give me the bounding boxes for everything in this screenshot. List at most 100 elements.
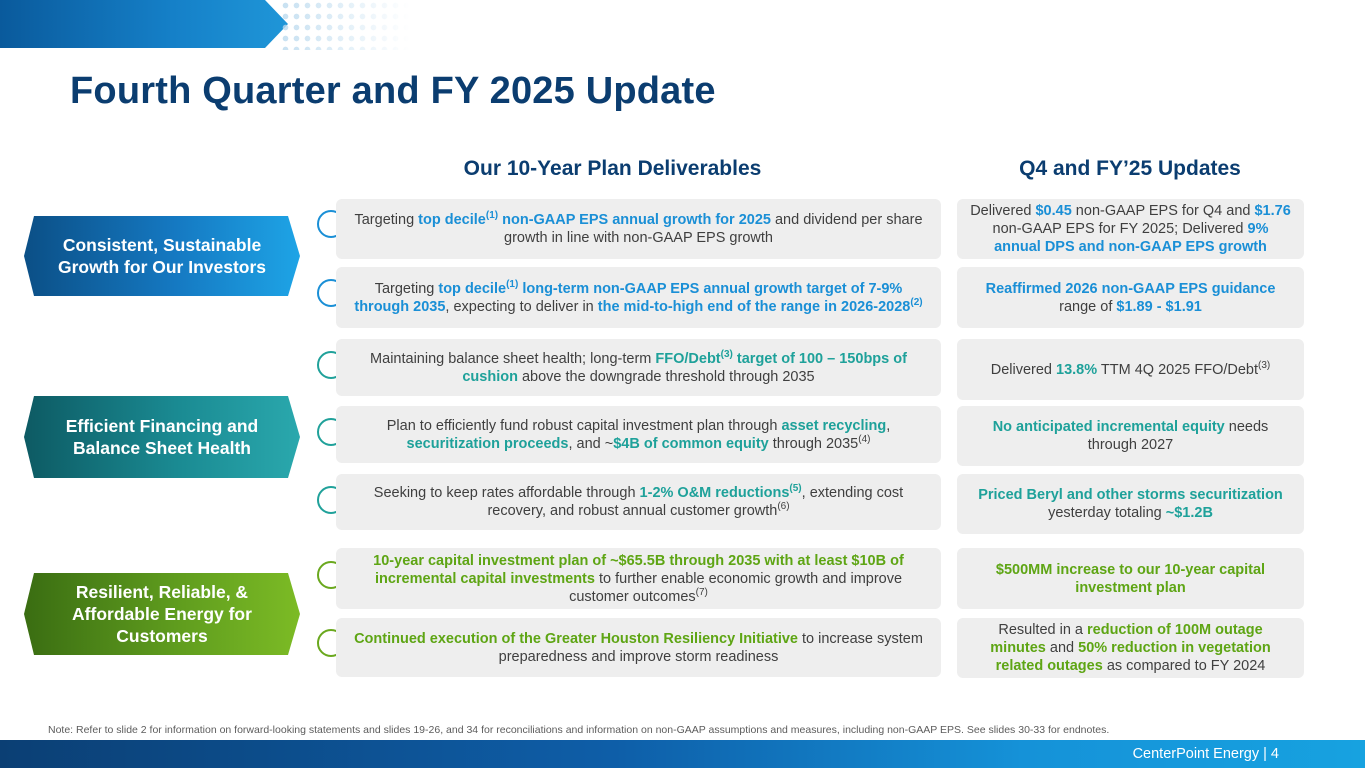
deliverable-text-1: Targeting top decile(1) non-GAAP EPS ann…	[348, 211, 929, 247]
deliverable-text-7: Continued execution of the Greater Houst…	[348, 630, 929, 666]
text-segment: yesterday totaling	[1048, 505, 1166, 521]
pillar-growth: Consistent, Sustainable Growth for Our I…	[24, 216, 300, 296]
text-segment: reduction of 100M outage minutes	[990, 622, 1263, 656]
update-text-7: Resulted in a reduction of 100M outage m…	[969, 621, 1292, 675]
text-segment: Seeking to keep rates affordable through	[373, 485, 640, 501]
text-segment: 1-2% O&M reductions	[639, 485, 790, 501]
slide-title: Fourth Quarter and FY 2025 Update	[70, 70, 716, 112]
update-card-5: Priced Beryl and other storms securitiza…	[957, 474, 1304, 534]
text-segment: top decile	[418, 212, 486, 228]
deliverable-card-4: Plan to efficiently fund robust capital …	[336, 406, 941, 463]
update-card-6: $500MM increase to our 10-year capital i…	[957, 548, 1304, 609]
text-segment: $0.45	[1035, 203, 1072, 219]
text-segment: 9% annual DPS and non-GAAP EPS growth	[994, 221, 1269, 255]
text-segment: to further enable economic growth and im…	[569, 570, 903, 605]
update-text-1: Delivered $0.45 non-GAAP EPS for Q4 and …	[969, 202, 1292, 256]
deliverable-card-7: Continued execution of the Greater Houst…	[336, 618, 941, 677]
deliverable-text-4: Plan to efficiently fund robust capital …	[348, 417, 929, 453]
deliverable-text-3: Maintaining balance sheet health; long-t…	[348, 348, 929, 386]
deliverable-card-5: Seeking to keep rates affordable through…	[336, 474, 941, 530]
deliverable-text-2: Targeting top decile(1) long-term non-GA…	[348, 278, 929, 316]
text-segment: $1.89 - $1.91	[1116, 298, 1202, 315]
header-dot-pattern	[280, 0, 410, 50]
deliverable-card-2: Targeting top decile(1) long-term non-GA…	[336, 267, 941, 328]
pillar-energy-label: Resilient, Reliable, & Affordable Energy…	[72, 582, 252, 646]
update-text-3: Delivered 13.8% TTM 4Q 2025 FFO/Debt(3)	[990, 359, 1271, 379]
text-segment: securitization proceeds	[406, 435, 569, 452]
text-segment: range of	[1059, 298, 1117, 315]
update-card-4: No anticipated incremental equity needs …	[957, 406, 1304, 466]
text-segment: $1.76	[1254, 203, 1291, 219]
pillar-growth-label: Consistent, Sustainable Growth for Our I…	[57, 235, 267, 277]
deliverable-text-5: Seeking to keep rates affordable through…	[348, 484, 929, 520]
pillar-energy: Resilient, Reliable, & Affordable Energy…	[24, 573, 300, 655]
text-segment: non-GAAP EPS for Q4 and	[1071, 203, 1255, 219]
text-segment: above the downgrade threshold through 20…	[517, 368, 815, 385]
text-segment: 13.8%	[1056, 361, 1098, 378]
deliverable-card-6: 10-year capital investment plan of ~$65.…	[336, 548, 941, 609]
text-segment: to increase system preparedness and impr…	[498, 630, 923, 665]
deliverable-text-6: 10-year capital investment plan of ~$65.…	[348, 552, 929, 606]
footer-bar	[0, 740, 1365, 768]
text-segment: the mid-to-high end of the range in 2026…	[597, 298, 911, 315]
text-segment: Targeting	[354, 212, 419, 228]
text-segment: (1)	[506, 278, 519, 290]
update-text-5: Priced Beryl and other storms securitiza…	[969, 486, 1292, 522]
text-segment: TTM 4Q 2025 FFO/Debt	[1097, 361, 1259, 378]
text-segment: (7)	[695, 586, 708, 598]
text-segment: needs through 2027	[1087, 419, 1269, 453]
update-text-6: $500MM increase to our 10-year capital i…	[969, 561, 1292, 597]
text-segment: $4B of common equity	[613, 435, 769, 452]
text-segment: 50% reduction in vegetation related outa…	[995, 640, 1271, 674]
text-segment: (3)	[720, 348, 733, 360]
update-card-7: Resulted in a reduction of 100M outage m…	[957, 618, 1304, 678]
text-segment: (5)	[789, 483, 802, 495]
text-segment: (3)	[1258, 359, 1271, 371]
update-card-1: Delivered $0.45 non-GAAP EPS for Q4 and …	[957, 199, 1304, 259]
pillar-financing: Efficient Financing and Balance Sheet He…	[24, 396, 300, 478]
text-segment: through 2035	[768, 435, 859, 452]
text-segment: as compared to FY 2024	[1102, 658, 1266, 674]
deliverable-card-1: Targeting top decile(1) non-GAAP EPS ann…	[336, 199, 941, 259]
text-segment: ,	[886, 417, 891, 434]
text-segment: Delivered	[990, 361, 1056, 378]
text-segment: target of 100 – 150bps of cushion	[462, 350, 907, 385]
deliverables-column-heading: Our 10-Year Plan Deliverables	[463, 157, 762, 180]
text-segment: , extending cost recovery, and robust an…	[487, 485, 904, 519]
text-segment: No anticipated incremental equity	[992, 419, 1225, 435]
text-segment: , and ~	[568, 435, 614, 452]
text-segment: (2)	[910, 296, 923, 308]
text-segment: ~$1.2B	[1165, 505, 1213, 521]
update-text-2: Reaffirmed 2026 non-GAAP EPS guidance ra…	[969, 280, 1292, 316]
text-segment: Delivered	[970, 203, 1036, 219]
text-segment: long-term non-GAAP EPS annual growth tar…	[354, 280, 903, 315]
text-segment: $500MM increase to our 10-year capital i…	[995, 561, 1266, 596]
text-segment: 10-year capital investment plan of ~$65.…	[373, 552, 904, 587]
update-card-3: Delivered 13.8% TTM 4Q 2025 FFO/Debt(3)	[957, 339, 1304, 400]
updates-column-heading: Q4 and FY’25 Updates	[1019, 157, 1241, 180]
text-segment: Targeting	[374, 280, 439, 297]
footnote: Note: Refer to slide 2 for information o…	[48, 724, 1110, 736]
text-segment: and dividend per share growth in line wi…	[504, 212, 923, 246]
text-segment: non-GAAP EPS annual growth for 2025	[498, 212, 771, 228]
text-segment: Plan to efficiently fund robust capital …	[386, 417, 782, 434]
text-segment: (6)	[777, 501, 790, 513]
update-text-4: No anticipated incremental equity needs …	[969, 418, 1292, 454]
text-segment: Reaffirmed 2026 non-GAAP EPS guidance	[985, 280, 1276, 297]
text-segment: top decile	[438, 280, 507, 297]
text-segment: Continued execution of the Greater Houst…	[354, 630, 798, 647]
text-segment: Maintaining balance sheet health; long-t…	[370, 350, 656, 367]
text-segment: and	[1045, 640, 1079, 656]
pillar-financing-label: Efficient Financing and Balance Sheet He…	[65, 416, 259, 458]
update-card-2: Reaffirmed 2026 non-GAAP EPS guidance ra…	[957, 267, 1304, 328]
text-segment: (1)	[485, 210, 499, 222]
footer-page-label: CenterPoint Energy | 4	[1132, 746, 1279, 762]
text-segment: Resulted in a	[998, 622, 1088, 638]
text-segment: , expecting to deliver in	[445, 298, 598, 315]
text-segment: (4)	[858, 433, 871, 445]
deliverable-card-3: Maintaining balance sheet health; long-t…	[336, 339, 941, 396]
text-segment: asset recycling	[781, 417, 887, 434]
text-segment: non-GAAP EPS for FY 2025; Delivered	[992, 221, 1248, 237]
header-arrow-banner	[0, 0, 288, 48]
text-segment: Priced Beryl and other storms securitiza…	[978, 487, 1283, 503]
